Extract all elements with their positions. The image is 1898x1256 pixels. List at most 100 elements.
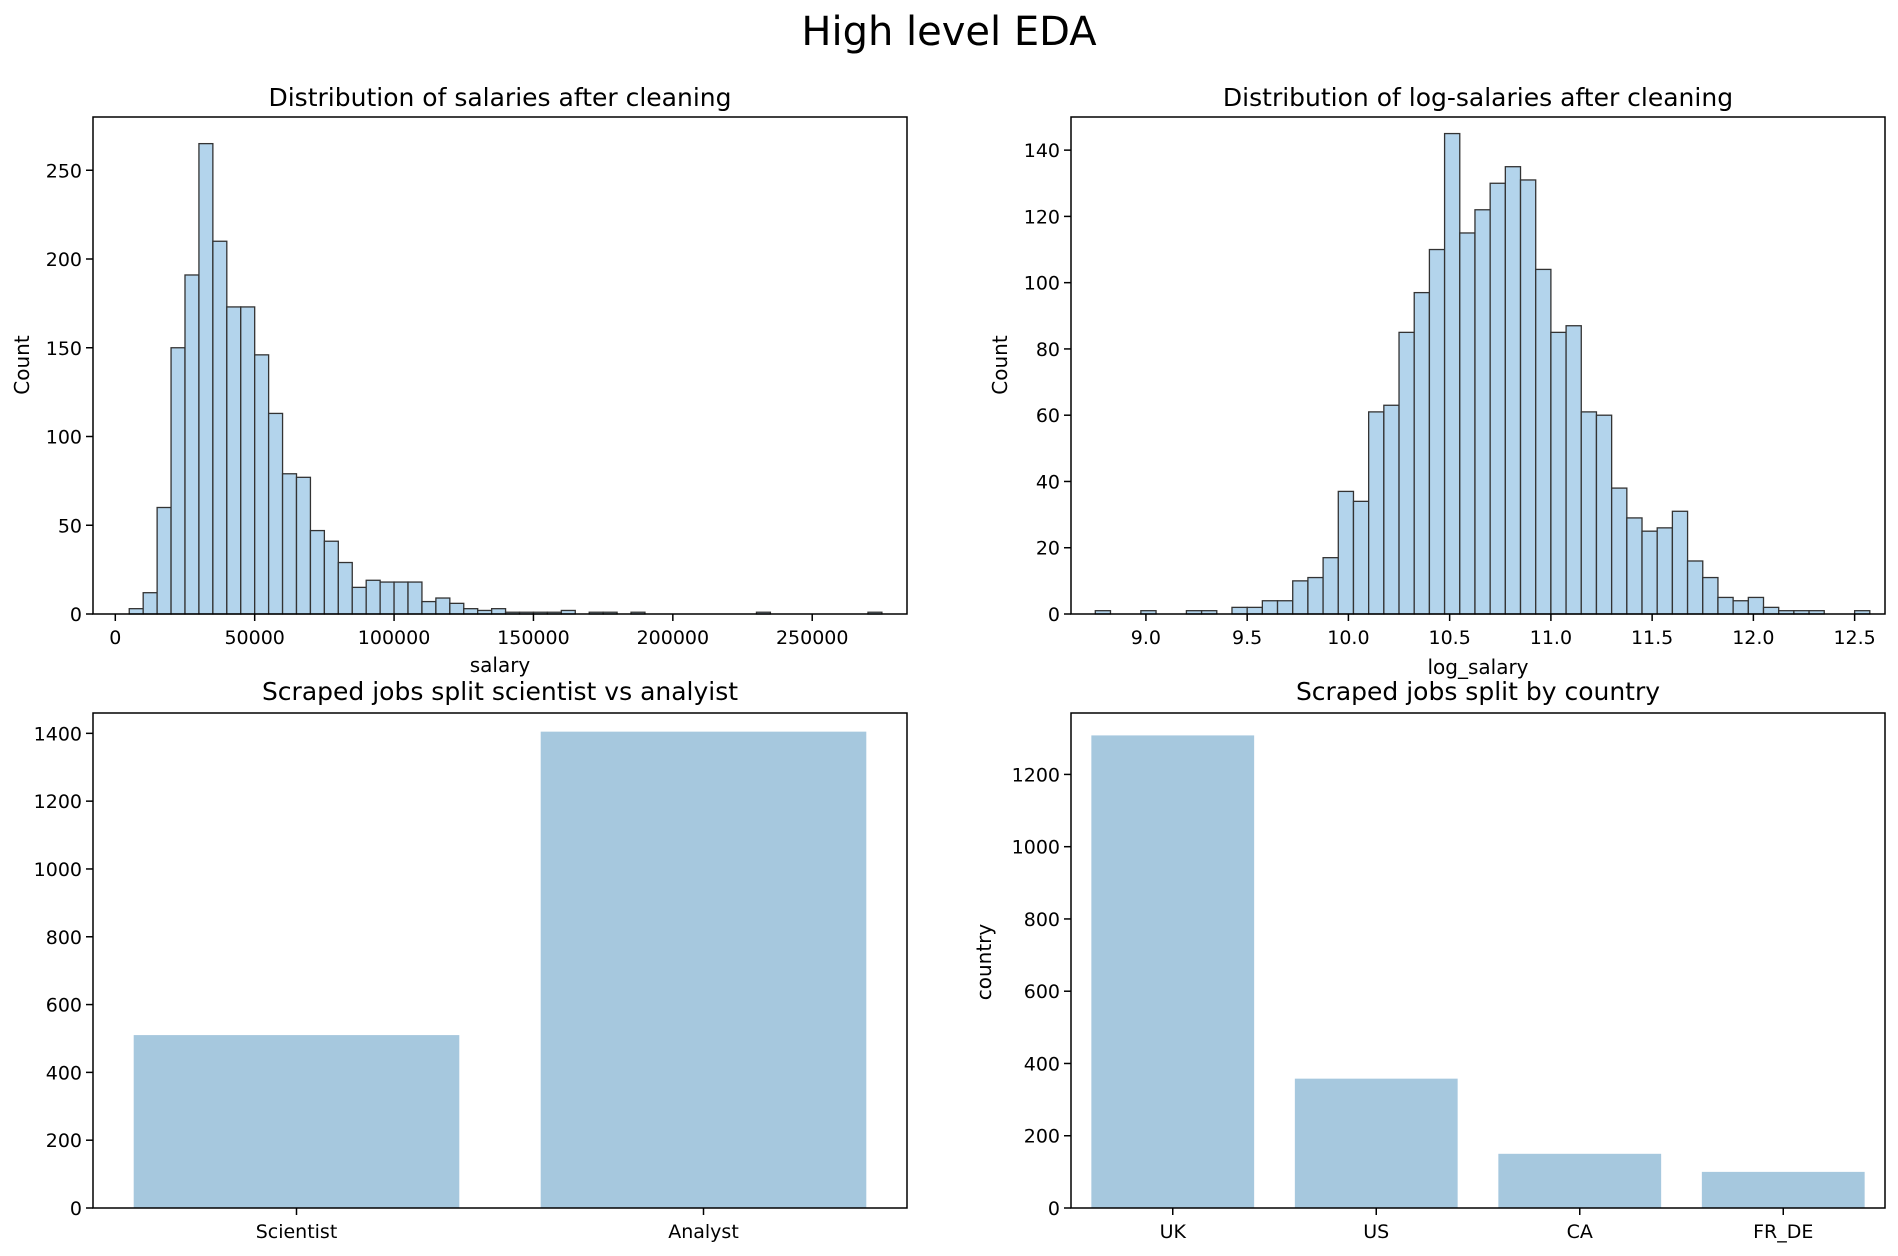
x-tick-label: US: [1363, 1221, 1389, 1243]
y-tick-label: 120: [1024, 206, 1060, 228]
histogram-bar: [1261, 600, 1279, 615]
histogram-bar: [323, 540, 339, 615]
histogram-bar: [1276, 600, 1294, 615]
x-tick-label: 12.5: [1833, 627, 1875, 649]
y-tick-label: 50: [58, 515, 82, 537]
x-tick-label: 12.0: [1732, 627, 1774, 649]
x-tick-label: 11.5: [1631, 627, 1673, 649]
country-bar-panel: Scraped jobs split by country UK US CA FR_D…: [972, 677, 1886, 1243]
salary-histogram-title: Distribution of salaries after cleaning: [268, 83, 731, 112]
country-bars: [1091, 735, 1865, 1208]
histogram-bar: [267, 412, 284, 615]
histogram-bar: [198, 142, 214, 615]
bar-ca: [1498, 1153, 1662, 1208]
salary-histogram-y-ticks: 0 50 100 150 200 250: [46, 160, 93, 626]
histogram-bar: [1337, 490, 1355, 615]
histogram-bar: [281, 473, 298, 615]
y-tick-label: 800: [46, 927, 82, 949]
y-tick-label: 150: [46, 338, 82, 360]
job-type-bars: [133, 731, 867, 1208]
y-tick-label: 250: [46, 160, 82, 182]
bar-analyst: [540, 731, 867, 1208]
x-tick-label: FR_DE: [1753, 1221, 1813, 1243]
histogram-bar: [1443, 132, 1461, 615]
salary-histogram-ylabel: Count: [10, 335, 34, 395]
x-tick-label: Scientist: [256, 1221, 338, 1243]
log-salary-histogram-y-ticks: 0 20 40 60 80 100 120 140: [1024, 140, 1071, 626]
histogram-bar: [1656, 527, 1674, 615]
figure-title: High level EDA: [801, 9, 1097, 55]
x-tick-label: 250000: [776, 627, 849, 649]
log-salary-histogram-frame: [1070, 116, 1886, 615]
histogram-bar: [1580, 411, 1598, 615]
y-tick-label: 40: [1036, 471, 1060, 493]
x-tick-label: 200000: [637, 627, 710, 649]
histogram-bar: [351, 586, 367, 615]
x-tick-label: 10.0: [1327, 627, 1369, 649]
y-tick-label: 20: [1036, 538, 1060, 560]
salary-histogram-xlabel: salary: [470, 653, 531, 677]
y-tick-label: 60: [1036, 405, 1060, 427]
y-tick-label: 400: [1024, 1053, 1060, 1075]
histogram-bar: [449, 602, 465, 615]
y-tick-label: 600: [46, 995, 82, 1017]
histogram-bar: [1519, 179, 1537, 615]
y-tick-label: 1200: [1012, 764, 1060, 786]
country-bar-ylabel: country: [972, 924, 996, 1001]
histogram-bar: [1322, 557, 1339, 615]
x-tick-label: 100000: [358, 627, 431, 649]
histogram-bar: [1610, 487, 1628, 615]
salary-histogram-frame: [92, 116, 908, 615]
histogram-bar: [1231, 606, 1248, 615]
histogram-bar: [1292, 580, 1309, 615]
salary-histogram-bars: [128, 142, 883, 615]
x-tick-label: 50000: [224, 627, 284, 649]
x-tick-label: UK: [1160, 1221, 1187, 1243]
histogram-bar: [407, 581, 423, 615]
histogram-bar: [1489, 182, 1506, 615]
x-tick-label: 10.5: [1428, 627, 1470, 649]
bar-scientist: [133, 1035, 460, 1208]
bar-uk: [1091, 735, 1255, 1208]
y-tick-label: 0: [1048, 604, 1060, 626]
salary-histogram-x-ticks: 0 50000 100000 150000 200000 250000: [109, 614, 848, 649]
log-salary-histogram-ylabel: Count: [988, 335, 1012, 395]
country-bar-frame: [1070, 712, 1886, 1209]
histogram-bar: [1474, 209, 1491, 615]
histogram-bar: [309, 529, 326, 615]
histogram-bar: [254, 354, 270, 615]
histogram-bar: [1717, 596, 1734, 615]
y-tick-label: 100: [1024, 273, 1060, 295]
histogram-bar: [1595, 414, 1613, 615]
histogram-bar: [295, 476, 312, 615]
histogram-bar: [1550, 331, 1567, 615]
y-tick-label: 80: [1036, 339, 1060, 361]
histogram-bar: [184, 274, 200, 615]
histogram-bar: [170, 347, 186, 615]
histogram-bar: [1246, 606, 1264, 615]
log-salary-histogram-title: Distribution of log-salaries after clean…: [1223, 83, 1733, 112]
salary-histogram-panel: Distribution of salaries after cleaning …: [10, 83, 908, 677]
y-tick-label: 0: [1048, 1198, 1060, 1220]
job-type-bar-title: Scraped jobs split scientist vs analyist: [262, 677, 738, 706]
histogram-bar: [1428, 248, 1446, 615]
log-salary-histogram-x-ticks: 9.0 9.5 10.0 10.5 11.0 11.5 12.0 12.5: [1131, 614, 1876, 649]
histogram-bar: [1459, 232, 1476, 615]
histogram-bar: [226, 306, 242, 615]
histogram-bar: [379, 581, 395, 615]
histogram-bar: [435, 597, 451, 615]
histogram-bar: [490, 608, 507, 615]
job-type-bar-panel: Scraped jobs split scientist vs analyist…: [34, 677, 908, 1243]
x-tick-label: 0: [109, 627, 121, 649]
y-tick-label: 1000: [1012, 837, 1060, 859]
histogram-bar: [365, 579, 381, 615]
log-salary-histogram-xlabel: log_salary: [1427, 655, 1528, 679]
y-tick-label: 0: [70, 604, 82, 626]
x-tick-label: 11.0: [1530, 627, 1572, 649]
histogram-bar: [463, 608, 479, 615]
bar-fr-de: [1701, 1171, 1865, 1208]
histogram-bar: [1671, 510, 1689, 615]
histogram-bar: [1398, 331, 1415, 615]
country-bar-title: Scraped jobs split by country: [1296, 677, 1660, 706]
